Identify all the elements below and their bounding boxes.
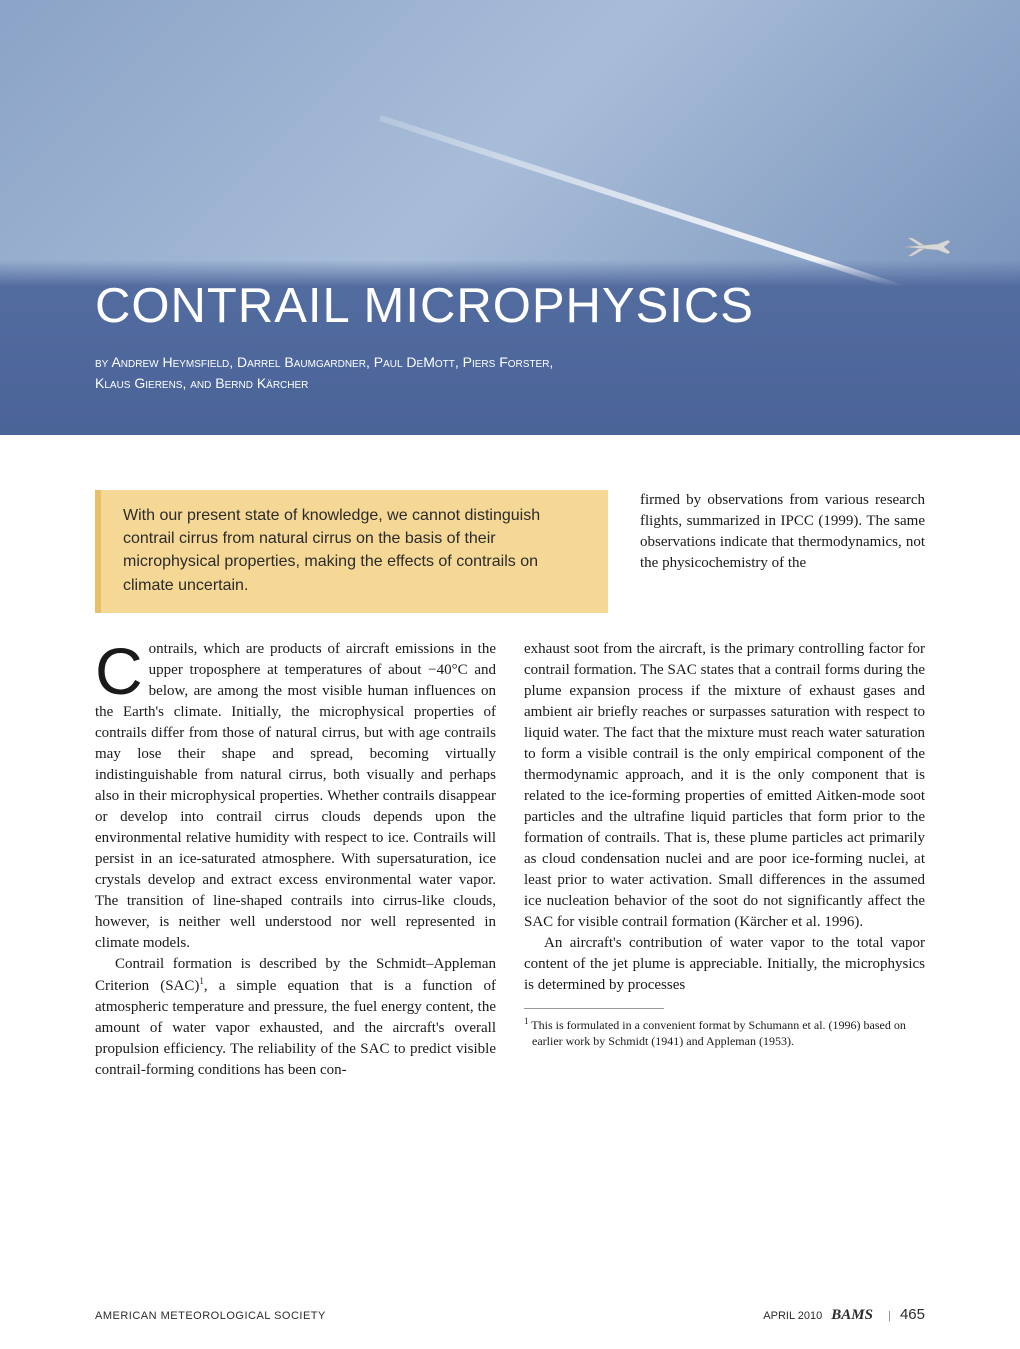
paragraph-4: An aircraft's contribution of water vapo… — [524, 933, 925, 996]
para1-text: ontrails, which are products of aircraft… — [95, 641, 496, 951]
issue-date: APRIL 2010 — [763, 1310, 822, 1322]
authors-byline: by Andrew Heymsfield, Darrel Baumgardner… — [95, 352, 925, 394]
body-text-columns: Contrails, which are products of aircraf… — [95, 639, 925, 1081]
authors-line1: Andrew Heymsfield, Darrel Baumgardner, P… — [111, 354, 553, 370]
paragraph-2: Contrail formation is described by the S… — [95, 954, 496, 1081]
title-block: CONTRAIL MICROPHYSICS by Andrew Heymsfie… — [0, 260, 1020, 435]
paragraph-1: Contrails, which are products of aircraf… — [95, 639, 496, 954]
publisher-name: AMERICAN METEOROLOGICAL SOCIETY — [95, 1310, 326, 1322]
callout-text: With our present state of knowledge, we … — [123, 507, 540, 594]
drop-cap: C — [95, 643, 143, 699]
article-title: CONTRAIL MICROPHYSICS — [95, 278, 925, 334]
footnote-1: 1 This is formulated in a convenient for… — [524, 1015, 925, 1049]
content-area: With our present state of knowledge, we … — [0, 435, 1020, 1081]
footer-divider: | — [888, 1310, 891, 1322]
page-number: 465 — [900, 1306, 925, 1323]
footnote-text: This is formulated in a convenient forma… — [529, 1018, 906, 1048]
sky-background — [0, 0, 1020, 290]
summary-callout: With our present state of knowledge, we … — [95, 490, 608, 613]
paragraph-3: exhaust soot from the aircraft, is the p… — [524, 639, 925, 933]
header-banner: CONTRAIL MICROPHYSICS by Andrew Heymsfie… — [0, 0, 1020, 435]
footnote-divider — [524, 1008, 664, 1009]
authors-line2: Klaus Gierens, and Bernd Kärcher — [95, 375, 308, 391]
by-label: by — [95, 354, 108, 370]
page-footer: AMERICAN METEOROLOGICAL SOCIETY APRIL 20… — [95, 1306, 925, 1324]
footer-right: APRIL 2010 BAMS | 465 — [763, 1306, 925, 1324]
right-intro-text: firmed by observations from various rese… — [640, 490, 925, 574]
journal-name: BAMS — [831, 1307, 873, 1323]
airplane-icon — [900, 232, 955, 262]
